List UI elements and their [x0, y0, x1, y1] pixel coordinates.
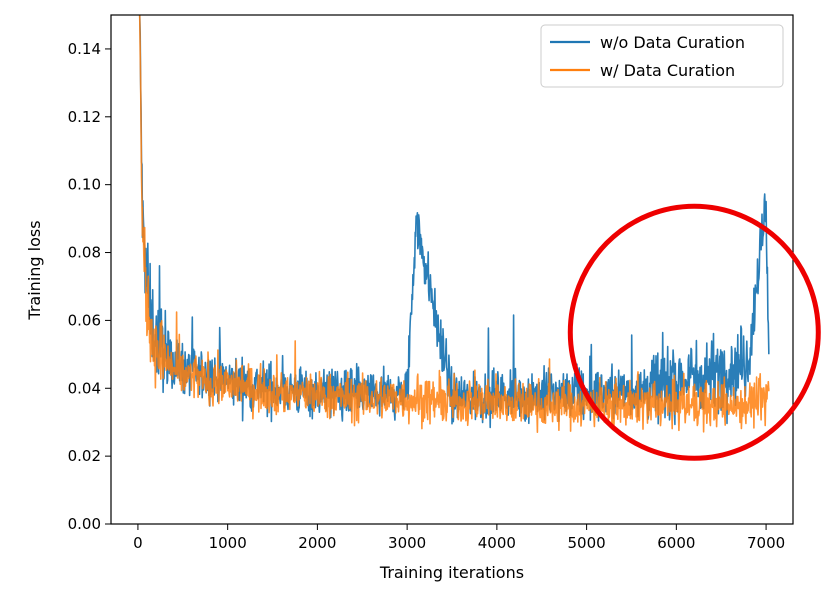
y-axis-label: Training loss	[25, 220, 44, 320]
x-tick-label: 7000	[747, 534, 785, 552]
y-tick-label: 0.04	[68, 379, 101, 397]
series-layer	[138, 15, 770, 433]
x-tick-label: 1000	[209, 534, 247, 552]
y-tick-label: 0.12	[68, 108, 101, 126]
x-tick-label: 0	[133, 534, 143, 552]
x-axis-ticks: 0 1000 2000 3000 4000 5000 6000 7000	[133, 524, 785, 552]
y-tick-label: 0.06	[68, 311, 101, 329]
highlight-circle	[567, 203, 821, 461]
x-tick-label: 2000	[298, 534, 336, 552]
plot-frame	[110, 14, 794, 525]
y-tick-label: 0.00	[68, 515, 101, 533]
x-tick-label: 6000	[657, 534, 695, 552]
legend: w/o Data Curation w/ Data Curation	[540, 24, 784, 88]
x-tick-label: 5000	[568, 534, 606, 552]
x-tick-label: 3000	[388, 534, 426, 552]
y-tick-label: 0.02	[68, 447, 101, 465]
y-tick-label: 0.08	[68, 244, 101, 262]
y-tick-label: 0.10	[68, 176, 101, 194]
x-tick-label: 4000	[478, 534, 516, 552]
y-axis-ticks: 0.00 0.02 0.04 0.06 0.08 0.10 0.12 0.14	[68, 40, 111, 533]
legend-label-without-curation: w/o Data Curation	[600, 33, 745, 52]
legend-label-with-curation: w/ Data Curation	[600, 61, 735, 80]
x-axis-label: Training iterations	[379, 563, 524, 582]
series-line-with-curation	[138, 15, 770, 433]
legend-box	[540, 24, 784, 88]
y-tick-label: 0.14	[68, 40, 101, 58]
